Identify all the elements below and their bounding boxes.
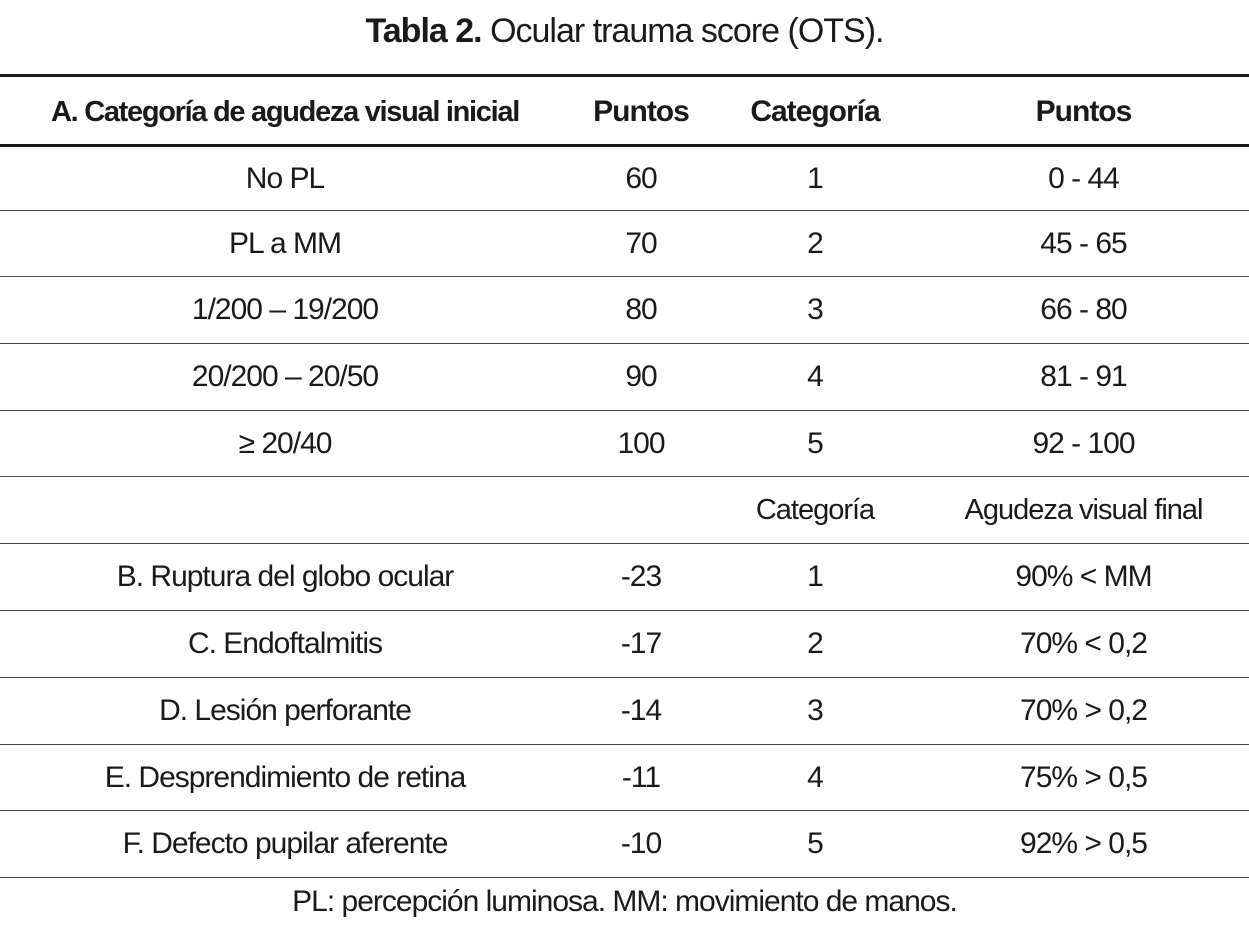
row-divider [0, 744, 1249, 745]
table-cell: 90 [625, 360, 657, 393]
table-row: C. Endoftalmitis -17 2 70% < 0,2 [0, 611, 1249, 677]
row-divider [0, 543, 1249, 544]
table-cell: -11 [621, 760, 661, 794]
subheader-cell: Categoría [755, 493, 875, 526]
table-cell: -23 [620, 560, 662, 593]
header-cell: Puntos [1035, 95, 1133, 128]
table-row: ≥ 20/40 100 5 92 - 100 [0, 411, 1249, 476]
table-row: No PL 60 1 0 - 44 [0, 147, 1249, 210]
table-cell: 80 [625, 293, 657, 326]
table-cell: 81 - 91 [1040, 360, 1127, 393]
table-cell: No PL [245, 161, 325, 195]
table-cell: 1/200 – 19/200 [191, 293, 379, 326]
table-cell: 45 - 65 [1040, 226, 1127, 260]
subheader-row: Categoría Agudeza visual final [0, 477, 1249, 543]
subheader-cell: Agudeza visual final [964, 493, 1204, 526]
table-cell: 70% > 0,2 [1020, 694, 1148, 727]
row-divider [0, 276, 1249, 277]
table-cell: -10 [620, 827, 662, 860]
table-row: F. Defecto pupilar aferente -10 5 92% > … [0, 811, 1249, 877]
table-cell: 75% > 0,5 [1020, 760, 1148, 794]
row-divider [0, 610, 1249, 611]
table-cell: ≥ 20/40 [238, 426, 333, 460]
table-cell: 90% < MM [1015, 560, 1152, 593]
table-row: B. Ruptura del globo ocular -23 1 90% < … [0, 544, 1249, 610]
table-cell: PL a MM [229, 226, 342, 260]
table-cell: 4 [807, 760, 824, 794]
table-cell: 1 [807, 161, 824, 195]
table-cell: 2 [807, 226, 824, 260]
table-row: 20/200 – 20/50 90 4 81 - 91 [0, 344, 1249, 410]
table-row: E. Desprendimiento de retina -11 4 75% >… [0, 745, 1249, 810]
table-cell: -17 [620, 627, 662, 660]
row-divider [0, 343, 1249, 344]
table-cell: 66 - 80 [1040, 293, 1127, 326]
row-divider [0, 410, 1249, 411]
header-rule [0, 144, 1249, 147]
row-divider [0, 476, 1249, 477]
table-cell: 70% < 0,2 [1020, 627, 1148, 660]
table-cell: 92% > 0,5 [1020, 827, 1148, 860]
table-cell: 3 [807, 293, 824, 326]
table-cell: 92 - 100 [1032, 426, 1135, 460]
header-cell: Puntos [593, 95, 690, 128]
table-cell: 5 [807, 827, 824, 860]
row-divider [0, 810, 1249, 811]
table-cell: 5 [807, 426, 824, 460]
table-footnote: PL: percepción luminosa. MM: movimiento … [292, 885, 958, 918]
table-cell: 60 [625, 161, 657, 195]
table-cell: B. Ruptura del globo ocular [116, 560, 455, 593]
table-row: 1/200 – 19/200 80 3 66 - 80 [0, 277, 1249, 343]
table-cell: 70 [625, 226, 657, 260]
table-cell: 100 [617, 426, 665, 460]
table-cell: -14 [620, 694, 662, 727]
table-cell: 0 - 44 [1048, 161, 1120, 195]
table-row: D. Lesión perforante -14 3 70% > 0,2 [0, 678, 1249, 744]
header-cell: Categoría [750, 95, 880, 128]
row-divider [0, 210, 1249, 211]
table-title: Ocular trauma score (OTS). [490, 12, 884, 50]
top-rule [0, 74, 1249, 77]
table-cell: 1 [807, 560, 824, 593]
header-cell: A. Categoría de agudeza visual inicial [51, 95, 520, 128]
table-cell: 3 [807, 694, 824, 727]
table-cell: 4 [807, 360, 824, 393]
table-row: PL a MM 70 2 45 - 65 [0, 211, 1249, 276]
table-cell: F. Defecto pupilar aferente [122, 827, 449, 860]
table-label: Tabla 2. [365, 12, 483, 50]
table-caption: Tabla 2. Ocular trauma score (OTS). [0, 6, 1249, 56]
table-cell: E. Desprendimiento de retina [104, 760, 467, 794]
table-cell: D. Lesión perforante [159, 694, 412, 727]
bottom-rule [0, 877, 1249, 878]
table-cell: 20/200 – 20/50 [191, 360, 379, 393]
row-divider [0, 677, 1249, 678]
table-cell: C. Endoftalmitis [187, 627, 383, 660]
table-cell: 2 [807, 627, 824, 660]
header-row: A. Categoría de agudeza visual inicial P… [0, 80, 1249, 144]
